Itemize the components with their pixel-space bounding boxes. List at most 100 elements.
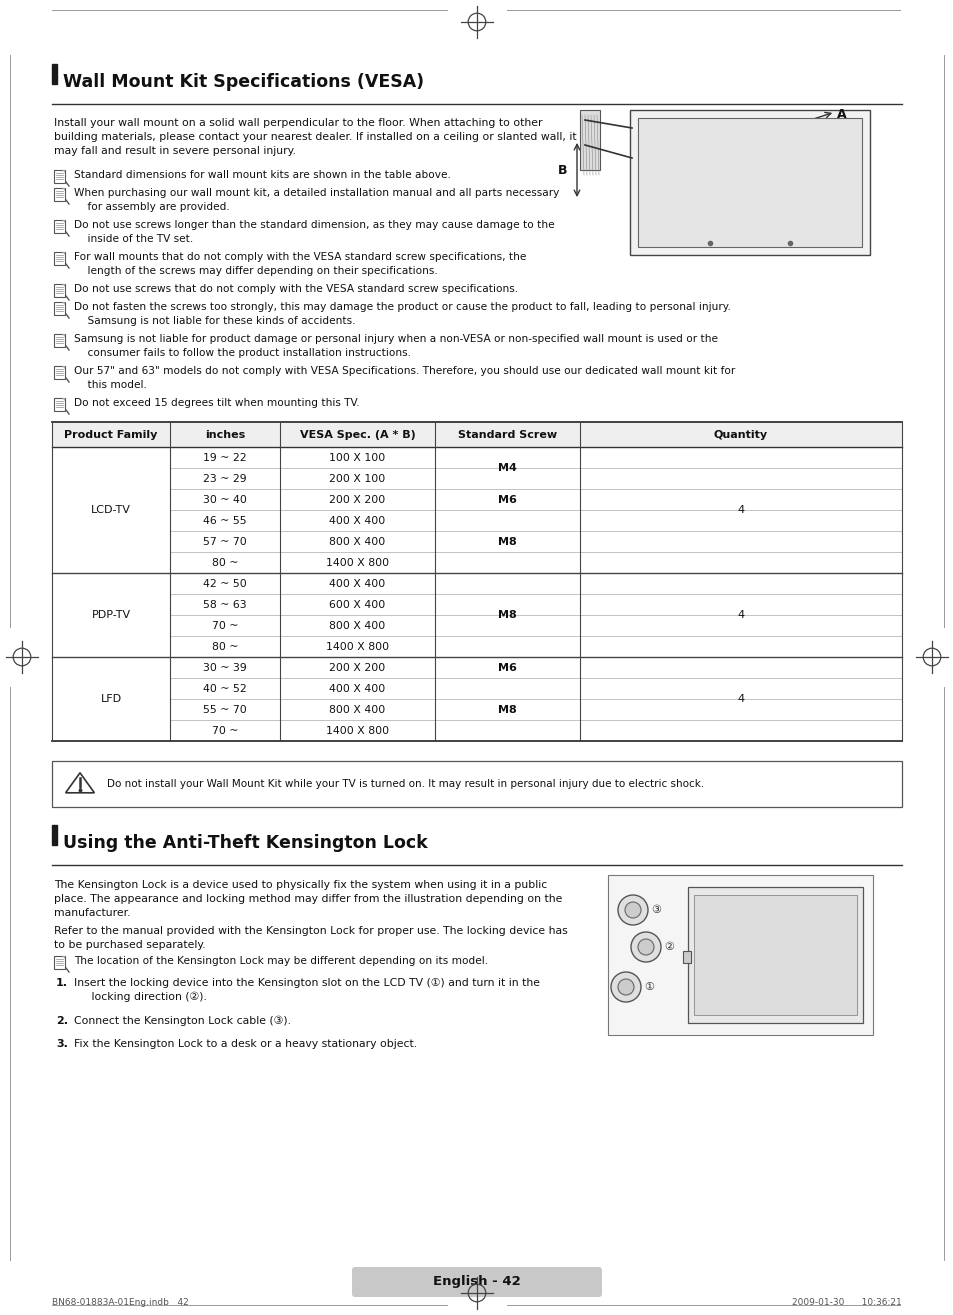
Text: 1.: 1. bbox=[56, 978, 68, 988]
Text: 70 ~: 70 ~ bbox=[212, 621, 238, 630]
Text: 800 X 400: 800 X 400 bbox=[329, 621, 385, 630]
Text: 80 ~: 80 ~ bbox=[212, 642, 238, 651]
Bar bbox=[682, 951, 690, 963]
Text: 1400 X 800: 1400 X 800 bbox=[326, 642, 389, 651]
Text: building materials, please contact your nearest dealer. If installed on a ceilin: building materials, please contact your … bbox=[54, 132, 576, 142]
Text: 1400 X 800: 1400 X 800 bbox=[326, 726, 389, 735]
Text: 42 ~ 50: 42 ~ 50 bbox=[203, 579, 247, 589]
Text: 800 X 400: 800 X 400 bbox=[329, 537, 385, 547]
Text: 600 X 400: 600 X 400 bbox=[329, 600, 385, 609]
Bar bbox=[52, 422, 901, 447]
Text: Refer to the manual provided with the Kensington Lock for proper use. The lockin: Refer to the manual provided with the Ke… bbox=[54, 926, 567, 949]
Text: Our 57" and 63" models do not comply with VESA Specifications. Therefore, you sh: Our 57" and 63" models do not comply wit… bbox=[74, 366, 735, 389]
Bar bbox=[629, 110, 869, 255]
Text: Do not use screws that do not comply with the VESA standard screw specifications: Do not use screws that do not comply wit… bbox=[74, 284, 517, 295]
Polygon shape bbox=[62, 334, 65, 337]
Text: M6: M6 bbox=[497, 494, 517, 505]
Text: Wall Mount Kit Specifications (VESA): Wall Mount Kit Specifications (VESA) bbox=[63, 74, 424, 91]
Circle shape bbox=[618, 978, 634, 995]
Bar bbox=[579, 110, 599, 170]
Text: M8: M8 bbox=[497, 537, 517, 547]
Bar bbox=[54, 302, 65, 316]
Text: 4: 4 bbox=[737, 505, 743, 515]
Bar bbox=[54, 366, 65, 379]
Text: inches: inches bbox=[205, 430, 245, 439]
Bar bbox=[52, 64, 57, 84]
Circle shape bbox=[624, 902, 640, 918]
Polygon shape bbox=[62, 302, 65, 305]
Bar bbox=[54, 252, 65, 266]
Text: 58 ~ 63: 58 ~ 63 bbox=[203, 600, 247, 609]
Circle shape bbox=[618, 896, 647, 924]
Polygon shape bbox=[62, 284, 65, 287]
Bar bbox=[52, 761, 901, 807]
Text: may fall and result in severe personal injury.: may fall and result in severe personal i… bbox=[54, 146, 295, 156]
Text: 200 X 200: 200 X 200 bbox=[329, 663, 385, 672]
Text: Fix the Kensington Lock to a desk or a heavy stationary object.: Fix the Kensington Lock to a desk or a h… bbox=[74, 1039, 416, 1049]
Bar bbox=[607, 874, 872, 1035]
Text: 3.: 3. bbox=[56, 1039, 68, 1049]
Text: 55 ~ 70: 55 ~ 70 bbox=[203, 705, 247, 714]
Text: Product Family: Product Family bbox=[64, 430, 157, 439]
Text: Standard Screw: Standard Screw bbox=[457, 430, 557, 439]
Text: 4: 4 bbox=[737, 610, 743, 619]
Text: ②: ② bbox=[663, 942, 673, 952]
Text: 800 X 400: 800 X 400 bbox=[329, 705, 385, 714]
Text: Do not exceed 15 degrees tilt when mounting this TV.: Do not exceed 15 degrees tilt when mount… bbox=[74, 398, 359, 408]
Text: Insert the locking device into the Kensington slot on the LCD TV (①) and turn it: Insert the locking device into the Kensi… bbox=[74, 978, 539, 1002]
Circle shape bbox=[638, 939, 654, 955]
Text: 80 ~: 80 ~ bbox=[212, 558, 238, 568]
Polygon shape bbox=[62, 252, 65, 255]
Polygon shape bbox=[62, 956, 65, 959]
Polygon shape bbox=[62, 170, 65, 174]
Text: Do not install your Wall Mount Kit while your TV is turned on. It may result in : Do not install your Wall Mount Kit while… bbox=[107, 778, 703, 789]
Text: A: A bbox=[836, 108, 845, 121]
Text: 2009-01-30      10:36:21: 2009-01-30 10:36:21 bbox=[791, 1298, 901, 1307]
Circle shape bbox=[610, 972, 640, 1002]
Polygon shape bbox=[66, 773, 94, 793]
Text: M4: M4 bbox=[497, 463, 517, 473]
Text: 400 X 400: 400 X 400 bbox=[329, 579, 385, 589]
Text: Do not use screws longer than the standard dimension, as they may cause damage t: Do not use screws longer than the standa… bbox=[74, 220, 554, 243]
Bar bbox=[693, 896, 856, 1015]
Text: For wall mounts that do not comply with the VESA standard screw specifications, : For wall mounts that do not comply with … bbox=[74, 252, 526, 276]
Text: 200 X 200: 200 X 200 bbox=[329, 494, 385, 505]
Text: M8: M8 bbox=[497, 705, 517, 714]
Text: 70 ~: 70 ~ bbox=[212, 726, 238, 735]
Bar bbox=[54, 956, 65, 969]
Text: LFD: LFD bbox=[100, 694, 121, 704]
Text: B: B bbox=[557, 163, 566, 176]
Text: Quantity: Quantity bbox=[713, 430, 767, 439]
Text: ③: ③ bbox=[650, 905, 660, 915]
Text: 2.: 2. bbox=[56, 1016, 68, 1026]
Polygon shape bbox=[62, 188, 65, 191]
Text: 1400 X 800: 1400 X 800 bbox=[326, 558, 389, 568]
Text: 30 ~ 39: 30 ~ 39 bbox=[203, 663, 247, 672]
Text: PDP-TV: PDP-TV bbox=[91, 610, 131, 619]
Text: 19 ~ 22: 19 ~ 22 bbox=[203, 452, 247, 463]
Text: English - 42: English - 42 bbox=[433, 1276, 520, 1289]
Text: The location of the Kensington Lock may be different depending on its model.: The location of the Kensington Lock may … bbox=[74, 956, 488, 967]
Text: 100 X 100: 100 X 100 bbox=[329, 452, 385, 463]
Text: 46 ~ 55: 46 ~ 55 bbox=[203, 515, 247, 526]
Text: M6: M6 bbox=[497, 663, 517, 672]
Text: 57 ~ 70: 57 ~ 70 bbox=[203, 537, 247, 547]
Text: 23 ~ 29: 23 ~ 29 bbox=[203, 473, 247, 484]
Bar bbox=[638, 118, 862, 247]
Text: Do not fasten the screws too strongly, this may damage the product or cause the : Do not fasten the screws too strongly, t… bbox=[74, 302, 730, 326]
Text: The Kensington Lock is a device used to physically fix the system when using it : The Kensington Lock is a device used to … bbox=[54, 880, 561, 918]
FancyBboxPatch shape bbox=[352, 1266, 601, 1297]
Text: VESA Spec. (A * B): VESA Spec. (A * B) bbox=[299, 430, 415, 439]
Bar bbox=[54, 284, 65, 297]
Text: BN68-01883A-01Eng.indb   42: BN68-01883A-01Eng.indb 42 bbox=[52, 1298, 189, 1307]
Text: ①: ① bbox=[643, 982, 654, 992]
Text: 400 X 400: 400 X 400 bbox=[329, 684, 385, 693]
Circle shape bbox=[630, 932, 660, 963]
Text: Connect the Kensington Lock cable (③).: Connect the Kensington Lock cable (③). bbox=[74, 1016, 291, 1027]
Bar bbox=[54, 188, 65, 201]
Bar bbox=[54, 398, 65, 412]
Text: When purchasing our wall mount kit, a detailed installation manual and all parts: When purchasing our wall mount kit, a de… bbox=[74, 188, 558, 212]
Text: 40 ~ 52: 40 ~ 52 bbox=[203, 684, 247, 693]
Text: Standard dimensions for wall mount kits are shown in the table above.: Standard dimensions for wall mount kits … bbox=[74, 170, 451, 180]
Polygon shape bbox=[62, 366, 65, 370]
